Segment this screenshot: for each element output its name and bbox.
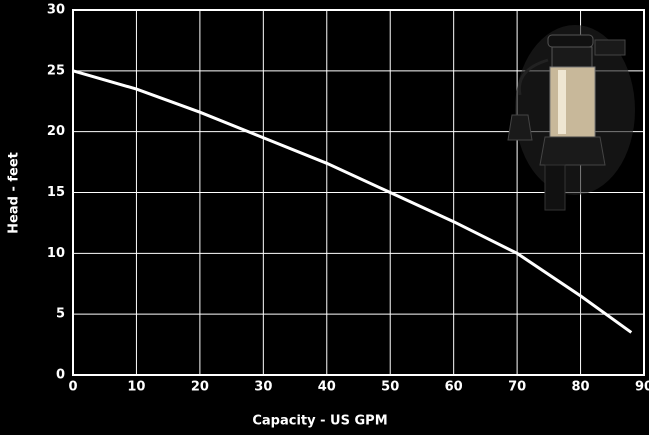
- x-tick-label: 50: [381, 380, 399, 395]
- x-tick-label: 30: [254, 380, 272, 395]
- pump-image: [507, 25, 635, 211]
- plot-area: 0 5 10 15 20 25 30 0 10 20 30 40 50 60 70 80 90: [47, 3, 649, 395]
- y-tick-label: 0: [56, 368, 65, 383]
- y-tick-label: 15: [47, 185, 65, 200]
- data-line: [72, 69, 633, 334]
- x-tick-label: 90: [635, 380, 649, 395]
- y-tick-label: 25: [47, 63, 65, 78]
- x-tick-label: 60: [445, 380, 463, 395]
- x-tick-label: 0: [68, 380, 77, 395]
- y-tick-label: 10: [47, 246, 65, 261]
- y-axis-label: Head - feet: [7, 152, 22, 234]
- x-tick-label: 70: [508, 380, 526, 395]
- plot-frame: [72, 9, 645, 376]
- x-tick-label: 10: [127, 380, 145, 395]
- x-tick-label: 40: [318, 380, 336, 395]
- y-tick-label: 30: [47, 3, 65, 18]
- y-tick-label: 20: [47, 124, 65, 139]
- x-axis-label: Capacity - US GPM: [252, 414, 387, 429]
- x-tick-label: 20: [191, 380, 209, 395]
- x-tick-label: 80: [572, 380, 590, 395]
- y-tick-label: 5: [56, 307, 65, 322]
